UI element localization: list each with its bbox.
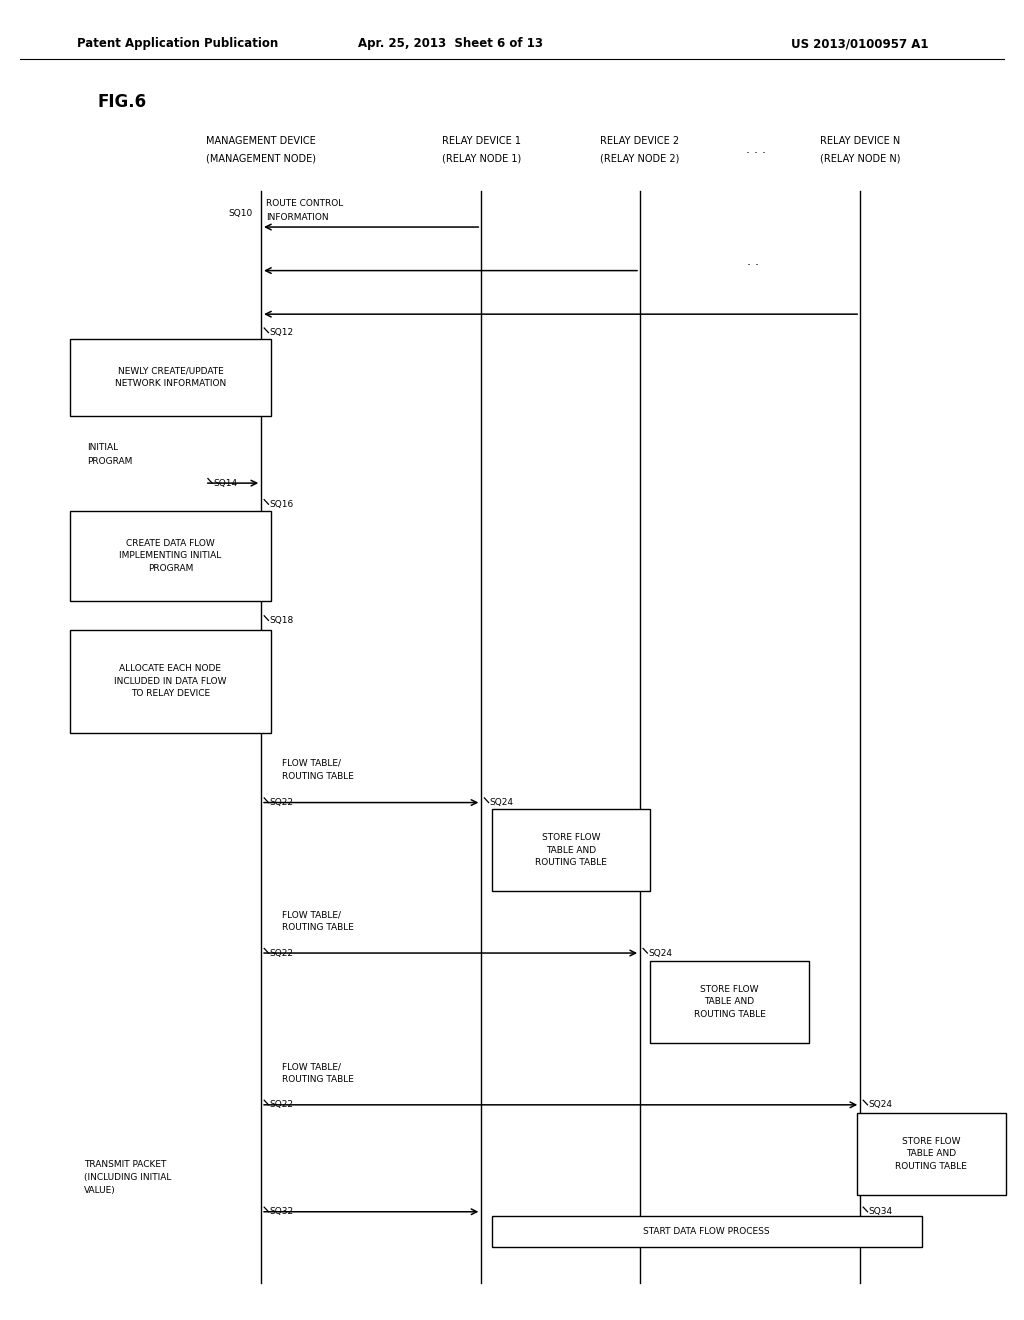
Text: START DATA FLOW PROCESS: START DATA FLOW PROCESS: [643, 1228, 770, 1236]
Text: FIG.6: FIG.6: [97, 92, 146, 111]
Text: ROUTING TABLE: ROUTING TABLE: [282, 924, 353, 932]
Text: STORE FLOW
TABLE AND
ROUTING TABLE: STORE FLOW TABLE AND ROUTING TABLE: [693, 985, 766, 1019]
Text: ROUTING TABLE: ROUTING TABLE: [282, 1076, 353, 1084]
Text: (INCLUDING INITIAL: (INCLUDING INITIAL: [84, 1173, 171, 1181]
Text: (RELAY NODE 2): (RELAY NODE 2): [600, 153, 680, 164]
Text: CREATE DATA FLOW
IMPLEMENTING INITIAL
PROGRAM: CREATE DATA FLOW IMPLEMENTING INITIAL PR…: [120, 539, 221, 573]
Text: SQ32: SQ32: [269, 1208, 293, 1216]
Text: STORE FLOW
TABLE AND
ROUTING TABLE: STORE FLOW TABLE AND ROUTING TABLE: [895, 1137, 968, 1171]
Text: FLOW TABLE/: FLOW TABLE/: [282, 1063, 341, 1071]
Text: SQ12: SQ12: [269, 329, 293, 337]
Text: INFORMATION: INFORMATION: [266, 214, 329, 222]
Text: SQ22: SQ22: [269, 799, 293, 807]
Text: (RELAY NODE N): (RELAY NODE N): [820, 153, 900, 164]
FancyBboxPatch shape: [70, 511, 271, 601]
Text: SQ14: SQ14: [213, 479, 237, 487]
Text: Patent Application Publication: Patent Application Publication: [77, 37, 279, 50]
Text: ROUTING TABLE: ROUTING TABLE: [282, 772, 353, 780]
Text: VALUE): VALUE): [84, 1187, 116, 1195]
Text: INITIAL: INITIAL: [87, 444, 118, 451]
Text: ROUTE CONTROL: ROUTE CONTROL: [266, 199, 343, 207]
Text: SQ24: SQ24: [648, 949, 672, 957]
Text: RELAY DEVICE N: RELAY DEVICE N: [820, 136, 900, 147]
Text: . . .: . . .: [745, 143, 766, 156]
Text: US 2013/0100957 A1: US 2013/0100957 A1: [792, 37, 929, 50]
Text: NEWLY CREATE/UPDATE
NETWORK INFORMATION: NEWLY CREATE/UPDATE NETWORK INFORMATION: [115, 367, 226, 388]
Text: (RELAY NODE 1): (RELAY NODE 1): [441, 153, 521, 164]
Text: SQ10: SQ10: [228, 210, 253, 218]
Text: FLOW TABLE/: FLOW TABLE/: [282, 911, 341, 919]
Text: SQ22: SQ22: [269, 1101, 293, 1109]
FancyBboxPatch shape: [650, 961, 809, 1043]
Text: MANAGEMENT DEVICE: MANAGEMENT DEVICE: [206, 136, 316, 147]
FancyBboxPatch shape: [492, 809, 650, 891]
Text: Apr. 25, 2013  Sheet 6 of 13: Apr. 25, 2013 Sheet 6 of 13: [358, 37, 543, 50]
Text: SQ24: SQ24: [868, 1101, 892, 1109]
Text: PROGRAM: PROGRAM: [87, 458, 132, 466]
Text: SQ34: SQ34: [868, 1208, 892, 1216]
Text: SQ24: SQ24: [489, 799, 513, 807]
Text: FLOW TABLE/: FLOW TABLE/: [282, 759, 341, 767]
FancyBboxPatch shape: [70, 339, 271, 416]
Text: RELAY DEVICE 1: RELAY DEVICE 1: [441, 136, 521, 147]
Text: ALLOCATE EACH NODE
INCLUDED IN DATA FLOW
TO RELAY DEVICE: ALLOCATE EACH NODE INCLUDED IN DATA FLOW…: [115, 664, 226, 698]
Text: RELAY DEVICE 2: RELAY DEVICE 2: [600, 136, 680, 147]
Text: . .: . .: [746, 255, 759, 268]
Text: STORE FLOW
TABLE AND
ROUTING TABLE: STORE FLOW TABLE AND ROUTING TABLE: [535, 833, 607, 867]
FancyBboxPatch shape: [492, 1216, 922, 1247]
Text: TRANSMIT PACKET: TRANSMIT PACKET: [84, 1160, 166, 1168]
FancyBboxPatch shape: [857, 1113, 1006, 1195]
Text: (MANAGEMENT NODE): (MANAGEMENT NODE): [206, 153, 316, 164]
Text: SQ22: SQ22: [269, 949, 293, 957]
Text: SQ18: SQ18: [269, 616, 294, 624]
FancyBboxPatch shape: [70, 630, 271, 733]
Text: SQ16: SQ16: [269, 500, 294, 508]
